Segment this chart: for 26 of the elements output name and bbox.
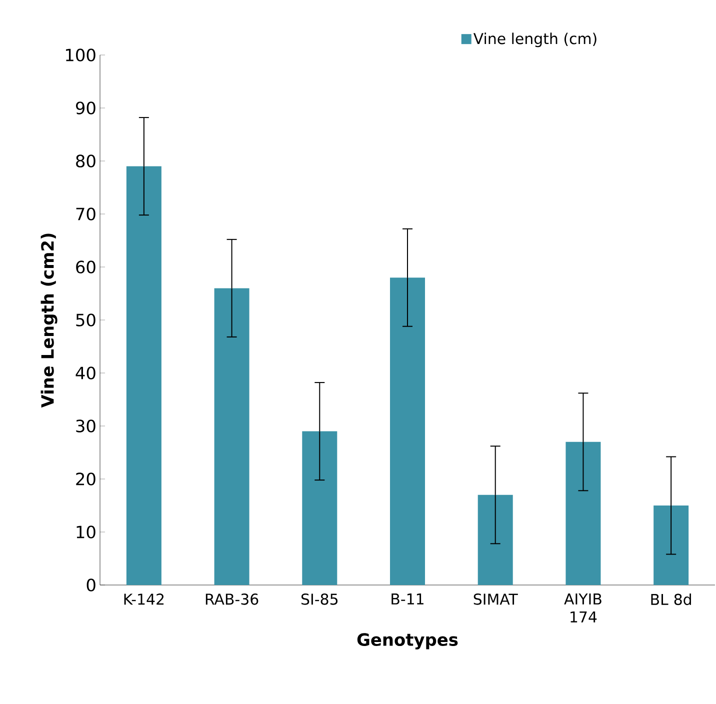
y-tick-label: 40: [76, 366, 96, 380]
x-tick-label: AIYIB 174: [564, 594, 602, 622]
x-tick-label: RAB-36: [206, 594, 258, 605]
x-tick-label: BL 8d: [651, 594, 691, 606]
y-tick-label: 80: [76, 154, 96, 168]
y-tick-label: 0: [86, 578, 96, 592]
y-tick-label: 90: [76, 102, 96, 114]
bar: [566, 442, 601, 585]
y-tick-label: 30: [76, 420, 96, 432]
y-tick-label: 60: [76, 260, 96, 274]
bar: [302, 431, 338, 585]
y-tick-label: 10: [76, 526, 96, 538]
bar: [214, 288, 250, 585]
y-tick-label: 50: [76, 314, 96, 326]
x-tick-label: SI-85: [301, 594, 338, 605]
legend-label: Vine length (cm): [473, 32, 596, 48]
x-tick-label: B-11: [392, 594, 424, 604]
bar: [126, 166, 162, 585]
y-tick-label: 20: [76, 472, 96, 486]
y-tick-label: 70: [76, 208, 96, 220]
y-axis-title: Vine Length (cm2): [40, 234, 58, 408]
x-tick-label: K-142: [124, 594, 164, 605]
bar: [390, 278, 425, 585]
x-tick-label: SIMAT: [474, 594, 518, 605]
y-tick-label: 100: [66, 48, 96, 62]
x-axis-title: Genotypes: [357, 633, 458, 650]
